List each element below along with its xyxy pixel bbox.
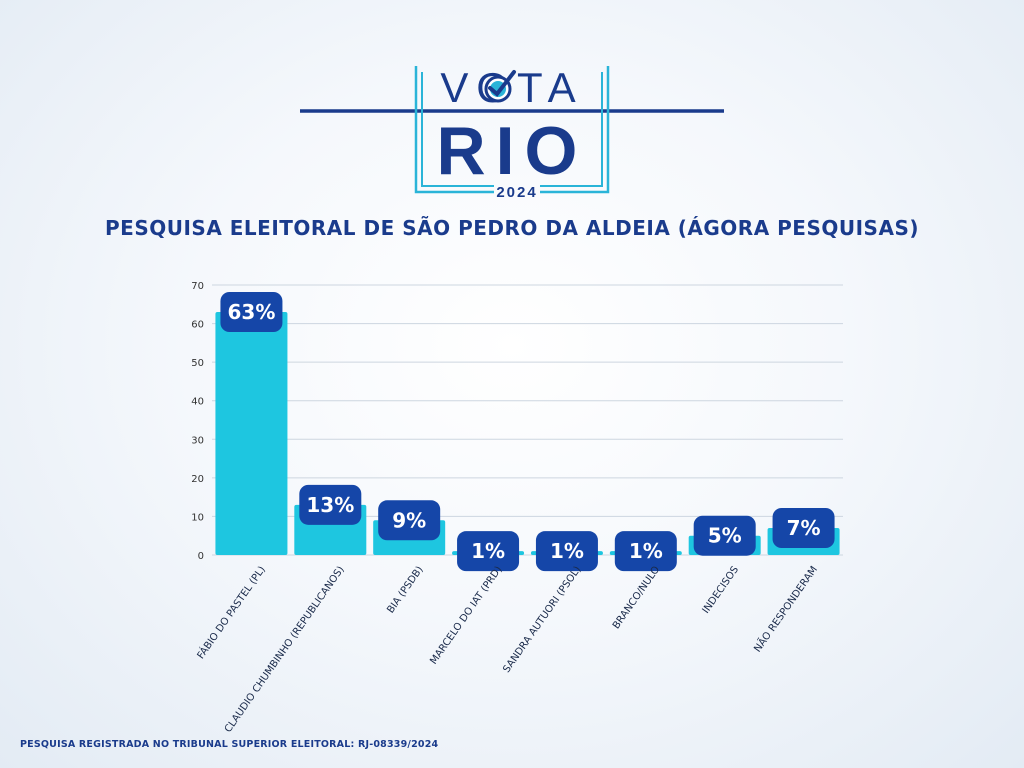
data-label-badge	[772, 508, 835, 548]
data-label-badge	[614, 531, 677, 572]
y-tick-label: 10	[191, 512, 204, 523]
vota-rio-logo: VOTA RIO 2024	[300, 64, 724, 201]
x-tick-label: BIA (PSDB)	[385, 564, 425, 615]
y-tick-label: 20	[191, 474, 204, 485]
data-label: 7%	[787, 516, 821, 540]
x-tick-label: BRANCO/NULO	[611, 564, 662, 631]
logo-year-text: 2024	[496, 184, 537, 201]
y-tick-label: 0	[198, 551, 204, 562]
data-label: 1%	[550, 539, 584, 563]
data-label-badge	[378, 500, 441, 541]
data-label: 5%	[708, 524, 742, 548]
y-tick-label: 40	[191, 397, 204, 408]
x-tick-label: SANDRA AUTUORI (PSOL)	[501, 564, 583, 675]
footer-registration: PESQUISA REGISTRADA NO TRIBUNAL SUPERIOR…	[20, 739, 439, 750]
logo-rio-text: RIO	[437, 113, 588, 189]
x-tick-label: FÁBIO DO PASTEL (PL)	[194, 563, 268, 661]
chart-title: PESQUISA ELEITORAL DE SÃO PEDRO DA ALDEI…	[105, 216, 919, 240]
y-tick-label: 30	[191, 435, 204, 446]
data-label: 63%	[228, 300, 276, 324]
data-label-badge	[693, 515, 756, 556]
data-label: 13%	[306, 493, 354, 517]
data-label-badge	[220, 292, 283, 332]
y-tick-label: 60	[191, 320, 204, 331]
data-label-badge	[535, 531, 598, 572]
data-label: 1%	[471, 539, 505, 563]
check-icon	[484, 70, 516, 103]
x-tick-label: NÃO RESPONDERAM	[751, 563, 820, 654]
y-tick-label: 50	[191, 358, 204, 369]
data-label: 9%	[392, 508, 426, 532]
x-tick-label: INDECISOS	[701, 564, 742, 615]
data-label-badge	[299, 484, 362, 525]
y-tick-label: 70	[191, 281, 204, 292]
data-label: 1%	[629, 539, 663, 563]
bar	[215, 312, 288, 555]
x-tick-label: MARCELO DO IAT (PRD)	[428, 564, 504, 666]
data-label-badge	[457, 531, 520, 572]
